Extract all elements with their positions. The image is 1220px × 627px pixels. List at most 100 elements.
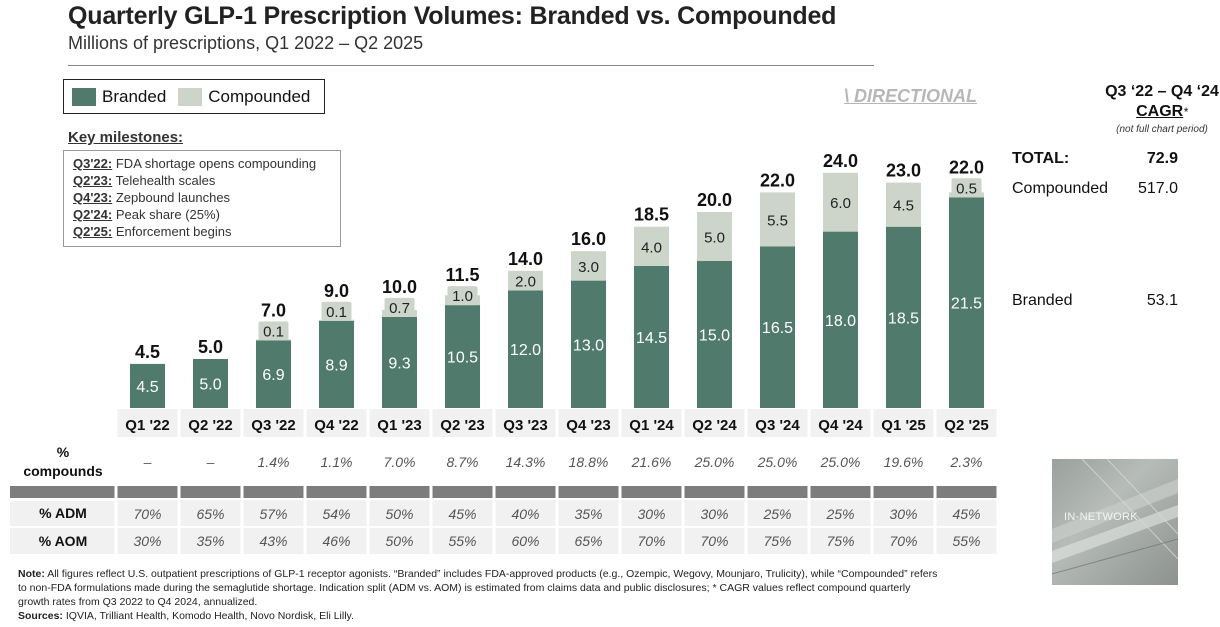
bar-total-label: 9.0 <box>324 281 349 301</box>
x-tick-label: Q3 '23 <box>503 417 547 434</box>
sources-line: Sources: IQVIA, Trilliant Health, Komodo… <box>18 609 938 623</box>
bar-branded <box>571 280 606 408</box>
bar-branded-label: 12.0 <box>510 342 541 359</box>
bar-branded-label: 6.9 <box>262 367 284 384</box>
bar-branded-label: 21.5 <box>951 296 982 313</box>
bar-total-label: 16.0 <box>571 229 606 249</box>
bar-branded-label: 16.5 <box>762 320 793 337</box>
milestone-quarter: Q4'23: <box>73 190 113 205</box>
compounds-cell: – <box>206 454 215 470</box>
bar-total-label: 20.0 <box>697 190 732 210</box>
milestone-item: Q4'23: Zepbound launches <box>73 189 340 206</box>
aom-cell: 55% <box>952 533 980 549</box>
adm-cell: 30% <box>889 506 917 522</box>
adm-row-label: % ADM <box>39 505 87 521</box>
branded-cagr-value: 53.1 <box>1146 292 1178 309</box>
adm-cell: 35% <box>574 506 602 522</box>
compounds-cell: 8.7% <box>447 454 479 470</box>
compounds-cell: 7.0% <box>384 454 416 470</box>
milestone-quarter: Q2'25: <box>73 224 113 239</box>
adm-cell: 25% <box>762 506 791 522</box>
aom-cell: 70% <box>889 533 917 549</box>
bar-total-label: 10.0 <box>382 277 417 297</box>
bar-compounded <box>571 251 606 281</box>
cagr-period: Q3 ‘22 – Q4 ‘24 <box>1105 83 1219 100</box>
legend-swatch-compounded <box>178 87 203 106</box>
adm-cell: 40% <box>511 506 539 522</box>
x-tick-label: Q4 '22 <box>314 417 358 434</box>
bar-compounded-label: 5.0 <box>704 230 725 247</box>
aom-cell: 75% <box>763 533 791 549</box>
milestone-quarter: Q2'24: <box>73 207 113 222</box>
compounds-cell: 1.1% <box>321 454 353 470</box>
bar-branded <box>697 261 732 408</box>
compounds-cell: 19.6% <box>884 454 924 470</box>
x-tick-label: Q2 '22 <box>188 417 232 434</box>
x-tick-label: Q4 '23 <box>566 417 610 434</box>
bar-branded <box>445 305 480 408</box>
bar-compounded-label: 2.0 <box>515 274 536 291</box>
bar-branded-label: 5.0 <box>199 377 221 394</box>
bar-compounded-label-box <box>321 301 352 321</box>
bar-compounded-label: 1.0 <box>452 288 473 305</box>
title-divider <box>68 65 874 66</box>
bar-total-label: 18.5 <box>634 205 669 225</box>
x-tick-label: Q2 '24 <box>692 417 737 434</box>
bar-compounded <box>760 192 795 247</box>
milestone-text: Telehealth scales <box>115 173 216 188</box>
bar-compounded-label: 0.7 <box>389 300 410 317</box>
aom-cell: 70% <box>637 533 665 549</box>
aom-cell: 50% <box>385 533 413 549</box>
x-tick-label: Q2 '25 <box>944 417 988 434</box>
bar-compounded-label-box <box>258 321 289 341</box>
bar-branded <box>382 316 417 408</box>
bar-total-label: 7.0 <box>261 300 286 320</box>
aom-row-band <box>10 528 998 554</box>
milestones-box: Q3'22: FDA shortage opens compounding Q2… <box>63 150 341 247</box>
aom-cell: 60% <box>511 533 539 549</box>
note-paragraph: Note: All figures reflect U.S. outpatien… <box>18 567 938 609</box>
bar-branded-label: 8.9 <box>325 357 347 374</box>
adm-cell: 57% <box>259 506 287 522</box>
branded-cagr-label: Branded <box>1012 292 1073 309</box>
compounds-cell: 25.0% <box>757 454 798 470</box>
milestone-text: FDA shortage opens compounding <box>115 156 317 171</box>
legend-label-branded: Branded <box>102 86 167 106</box>
compounds-row-label: % <box>57 444 70 460</box>
adm-cell: 45% <box>448 506 476 522</box>
compounds-cell: 25.0% <box>820 454 861 470</box>
cagr-star: * <box>1183 105 1188 119</box>
milestones-heading: Key milestones: <box>68 129 184 146</box>
x-tick-label: Q3 '22 <box>251 417 295 434</box>
compounds-cell: 18.8% <box>569 454 609 470</box>
x-tick-label: Q3 '24 <box>755 417 800 434</box>
bar-branded-label: 4.5 <box>136 379 158 396</box>
thumbnail-label: IN-NETWORK <box>1064 511 1138 523</box>
bar-compounded <box>508 270 543 291</box>
total-value: 72.9 <box>1146 150 1178 167</box>
bar-compounded-label-box <box>951 178 982 198</box>
compounded-cagr-label: Compounded <box>1012 180 1109 197</box>
footnotes: Note: All figures reflect U.S. outpatien… <box>18 567 938 623</box>
bar-total-label: 22.0 <box>949 157 984 177</box>
adm-cell: 65% <box>196 506 224 522</box>
compounds-cell: 1.4% <box>258 454 290 470</box>
bar-compounded-label: 3.0 <box>578 259 599 276</box>
note-label: Note: <box>18 568 45 580</box>
bar-branded <box>508 290 543 408</box>
bar-compounded <box>886 182 921 227</box>
aom-cell: 35% <box>196 533 224 549</box>
bar-branded <box>319 320 354 408</box>
cagr-label: CAGR <box>1136 103 1184 120</box>
milestone-quarter: Q2'23: <box>73 173 113 188</box>
bar-compounded-label: 5.5 <box>767 212 788 229</box>
adm-cell: 30% <box>700 506 728 522</box>
adm-row-band <box>10 500 998 526</box>
cagr-heading: Q3 ‘22 – Q4 ‘24 CAGR* <box>1098 82 1220 122</box>
bar-branded-label: 18.0 <box>825 313 856 330</box>
milestone-item: Q2'24: Peak share (25%) <box>73 206 340 223</box>
x-tick-label: Q1 '25 <box>881 417 925 434</box>
bar-branded-label: 18.5 <box>888 310 919 327</box>
aom-cell: 55% <box>448 533 476 549</box>
milestone-item: Q2'25: Enforcement begins <box>73 223 340 240</box>
